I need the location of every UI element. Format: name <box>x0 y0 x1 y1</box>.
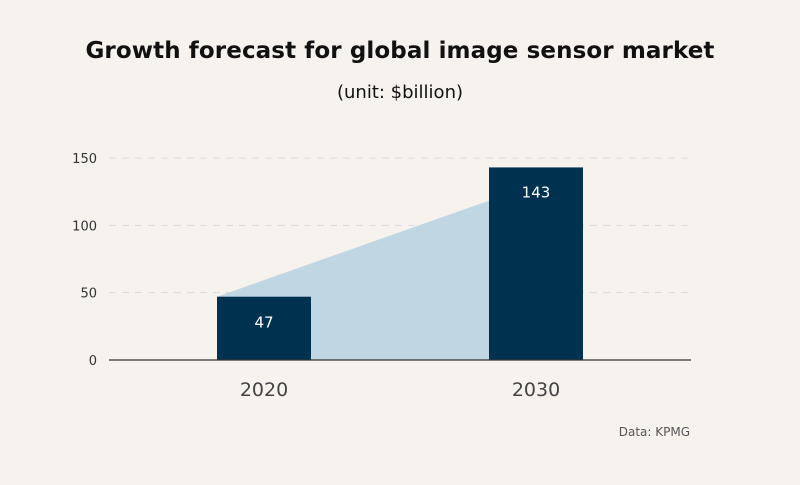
data-source: Data: KPMG <box>618 425 690 439</box>
y-tick-label-50: 50 <box>80 287 97 302</box>
data-label-2030: 143 <box>522 183 551 201</box>
chart-subtitle: (unit: $billion) <box>336 82 463 103</box>
bar-2030 <box>489 167 583 360</box>
y-tick-label-0: 0 <box>89 354 97 369</box>
x-category-label-2020: 2020 <box>240 379 288 401</box>
bars-layer <box>217 167 583 360</box>
data-label-2020: 47 <box>254 314 273 332</box>
bar-2020 <box>217 296 311 360</box>
y-tick-label-150: 150 <box>72 152 97 167</box>
x-category-label-2030: 2030 <box>512 379 560 401</box>
labels-layer: 0 50 100 150 47 2020 143 2030 <box>72 152 560 401</box>
chart-title: Growth forecast for global image sensor … <box>85 38 715 64</box>
y-tick-label-100: 100 <box>72 219 97 234</box>
